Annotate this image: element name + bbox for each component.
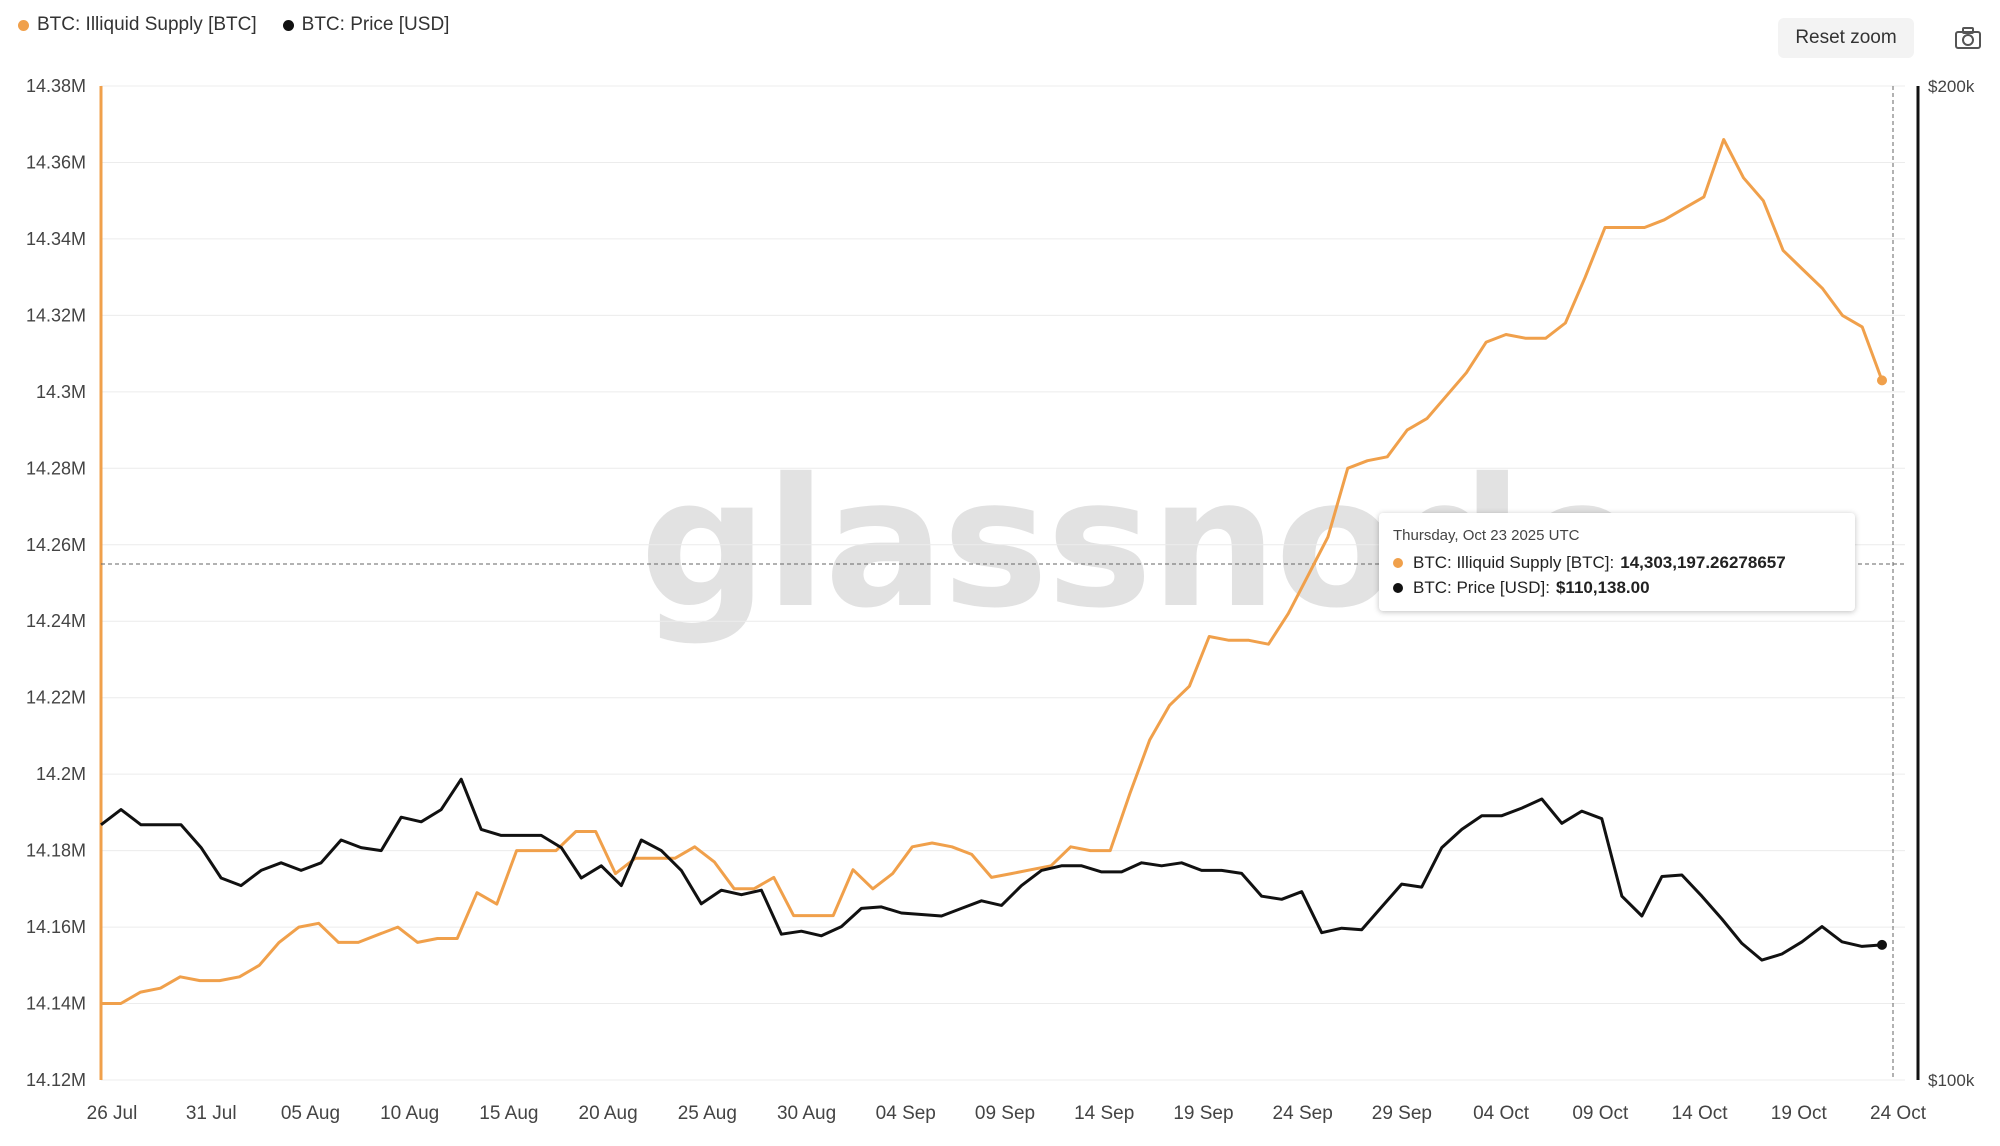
tooltip-price-label: BTC: Price [USD]: (1413, 578, 1550, 597)
series-line-illiquid-supply (101, 138, 1884, 1005)
x-axis-ticks: 26 Jul 31 Jul 05 Aug 10 Aug 15 Aug 20 Aug 25 A… (87, 1103, 1927, 1124)
x-tick-label: 10 Aug (380, 1103, 439, 1124)
x-tick-label: 31 Jul (186, 1103, 237, 1124)
grid-lines (101, 85, 1905, 1081)
x-tick-label: 14 Sep (1074, 1103, 1134, 1124)
y-tick-label: 14.28M (26, 458, 86, 478)
x-tick-label: 09 Oct (1572, 1103, 1629, 1124)
price-dot-icon (1393, 583, 1403, 593)
x-tick-label: 14 Oct (1672, 1103, 1729, 1124)
y-tick-label: 14.14M (26, 994, 86, 1014)
price-dot-icon (282, 19, 294, 31)
y-tick-label: 14.38M (26, 76, 86, 96)
x-tick-label: 25 Aug (678, 1103, 737, 1124)
tooltip-supply-label: BTC: Illiquid Supply [BTC]: (1413, 553, 1615, 572)
y-right-tick-label: $200k (1928, 77, 1975, 96)
x-tick-label: 04 Sep (876, 1103, 936, 1124)
x-tick-label: 24 Oct (1870, 1103, 1927, 1124)
x-tick-label: 05 Aug (281, 1103, 340, 1124)
x-tick-label: 15 Aug (479, 1103, 538, 1124)
series-line-price (100, 777, 1883, 962)
x-tick-label: 24 Sep (1273, 1103, 1333, 1124)
highlight-point-price (1877, 939, 1887, 950)
y-tick-label: 14.34M (26, 229, 86, 249)
x-tick-label: 26 Jul (87, 1103, 138, 1124)
x-tick-label: 04 Oct (1473, 1103, 1530, 1124)
y-tick-label: 14.3M (36, 382, 86, 402)
tooltip-row-supply: BTC: Illiquid Supply [BTC]: 14,303,197.2… (1393, 553, 1786, 573)
y-tick-label: 14.32M (26, 305, 86, 325)
y-axis-left-ticks: 14.38M 14.36M 14.34M 14.32M 14.3M 14.28M 14.26… (26, 76, 86, 1090)
x-tick-label: 19 Oct (1771, 1103, 1828, 1124)
legend-label-supply: BTC: Illiquid Supply [BTC] (37, 14, 257, 35)
highlight-point-supply (1877, 375, 1887, 386)
tooltip-price-value: $110,138.00 (1555, 578, 1650, 597)
tooltip-date: Thursday, Oct 23 2025 UTC (1393, 527, 1580, 544)
y-tick-label: 14.2M (36, 764, 86, 784)
highlight-points (1877, 375, 1887, 950)
y-tick-label: 14.36M (26, 152, 86, 172)
x-tick-label: 20 Aug (579, 1103, 638, 1124)
x-tick-label: 30 Aug (777, 1103, 836, 1124)
y-tick-label: 14.26M (26, 535, 86, 555)
supply-dot-icon (1393, 558, 1403, 568)
camera-icon[interactable] (1952, 24, 1984, 52)
supply-dot-icon (18, 19, 29, 31)
legend-item-price[interactable]: BTC: Price [USD] (282, 14, 450, 36)
y-tick-label: 14.22M (26, 688, 86, 708)
x-tick-label: 19 Sep (1173, 1103, 1233, 1124)
chart-tooltip: Thursday, Oct 23 2025 UTC BTC: Illiquid … (1379, 513, 1855, 611)
y-right-tick-label: $100k (1928, 1071, 1975, 1090)
x-tick-label: 29 Sep (1372, 1103, 1432, 1124)
chart-legend: BTC: Illiquid Supply [BTC] BTC: Price [U… (18, 14, 449, 36)
y-tick-label: 14.18M (26, 841, 86, 861)
x-tick-label: 09 Sep (975, 1103, 1035, 1124)
tooltip-row-price: BTC: Price [USD]: $110,138.00 (1393, 578, 1650, 598)
y-tick-label: 14.24M (26, 611, 86, 631)
y-tick-label: 14.12M (26, 1070, 86, 1090)
y-axis-right-ticks: $200k $100k (1928, 77, 1975, 1090)
legend-item-illiquid-supply[interactable]: BTC: Illiquid Supply [BTC] (18, 14, 257, 36)
tooltip-supply-value: 14,303,197.26278657 (1620, 553, 1786, 572)
reset-zoom-button[interactable]: Reset zoom (1778, 18, 1914, 58)
y-tick-label: 14.16M (26, 917, 86, 937)
legend-label-price: BTC: Price [USD] (301, 14, 450, 35)
